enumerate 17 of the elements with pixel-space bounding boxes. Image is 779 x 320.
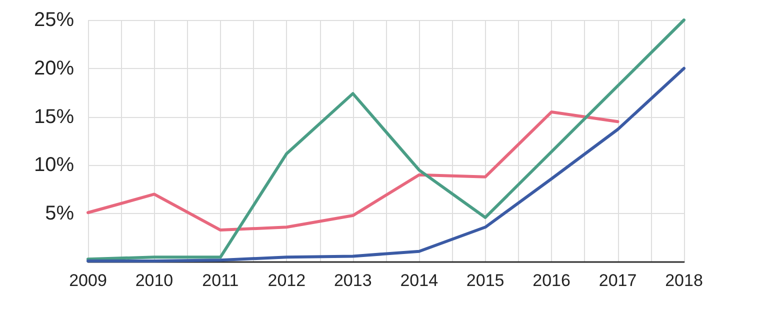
y-tick-label: 5% [45, 202, 74, 225]
x-tick-label: 2016 [532, 271, 570, 290]
x-tick-label: 2011 [202, 271, 239, 290]
x-tick-label: 2013 [334, 271, 372, 290]
x-tick-label: 2017 [598, 271, 637, 290]
x-tick-label: 2014 [400, 271, 438, 290]
line-series [86, 110, 620, 232]
x-tick-label: 2009 [69, 271, 107, 290]
y-tick-label: 15% [34, 106, 74, 128]
line-series [86, 18, 686, 261]
x-tick-label: 2012 [268, 271, 306, 290]
y-tick-label: 10% [34, 154, 74, 176]
y-tick-label: 25% [34, 9, 74, 31]
x-tick-label: 2015 [466, 271, 504, 290]
x-tick-label: 2010 [135, 271, 174, 290]
x-tick-label: 2018 [665, 271, 703, 290]
y-tick-label: 20% [34, 57, 74, 80]
